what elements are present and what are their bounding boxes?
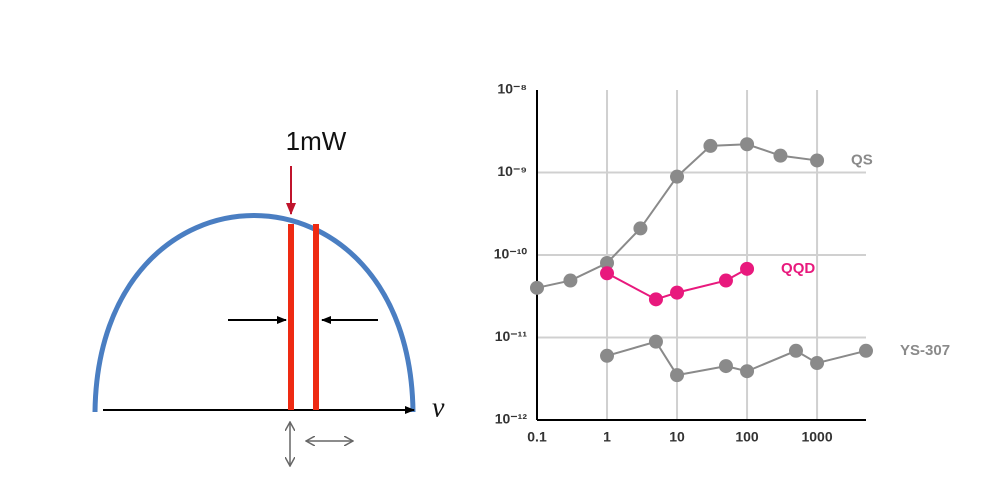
data-point — [718, 273, 733, 288]
data-point — [740, 261, 755, 276]
data-point — [600, 255, 615, 270]
data-point — [810, 153, 825, 168]
y-tick-label: 10⁻¹¹ — [495, 328, 528, 344]
series-label: QS — [851, 151, 873, 168]
data-point — [773, 148, 788, 163]
line-bar — [288, 224, 294, 410]
y-tick-label: 10⁻⁹ — [497, 163, 527, 179]
data-point — [563, 273, 578, 288]
data-point — [718, 359, 733, 374]
spectrum-curve — [92, 213, 416, 413]
x-tick-label: 1000 — [801, 429, 832, 445]
data-point — [600, 266, 615, 281]
data-point — [703, 138, 718, 153]
series-label: QQD — [781, 260, 815, 277]
series-label: YS-307 — [900, 342, 950, 359]
data-point — [810, 356, 825, 371]
y-tick-label: 10⁻⁸ — [497, 81, 527, 97]
power-label: 1mW — [286, 126, 347, 156]
series-line — [606, 340, 867, 377]
x-tick-label: 100 — [735, 429, 759, 445]
data-point — [670, 285, 685, 300]
data-point — [788, 343, 803, 358]
x-tick-label: 10 — [669, 429, 685, 445]
data-point — [670, 169, 685, 184]
y-tick-label: 10⁻¹² — [495, 411, 528, 427]
data-point — [600, 348, 615, 363]
y-tick-label: 10⁻¹⁰ — [494, 246, 528, 262]
axis-label: ν — [432, 392, 445, 423]
spectrum-diagram: 1mW ν — [92, 126, 445, 466]
data-point — [740, 137, 755, 152]
data-point — [648, 334, 663, 349]
data-point — [859, 343, 873, 358]
data-point — [648, 292, 663, 307]
chart: 0.1 1 10 100 1000 10⁻¹² 10⁻¹¹ 10⁻¹⁰ 10⁻⁹ 10⁻⁸ QS QQ… — [494, 81, 950, 445]
data-point — [530, 280, 544, 295]
data-point — [633, 221, 648, 236]
x-tick-label: 1 — [603, 429, 611, 445]
line-bar — [313, 224, 319, 410]
data-point — [740, 364, 755, 379]
x-tick-label: 0.1 — [527, 429, 547, 445]
data-point — [670, 368, 685, 383]
